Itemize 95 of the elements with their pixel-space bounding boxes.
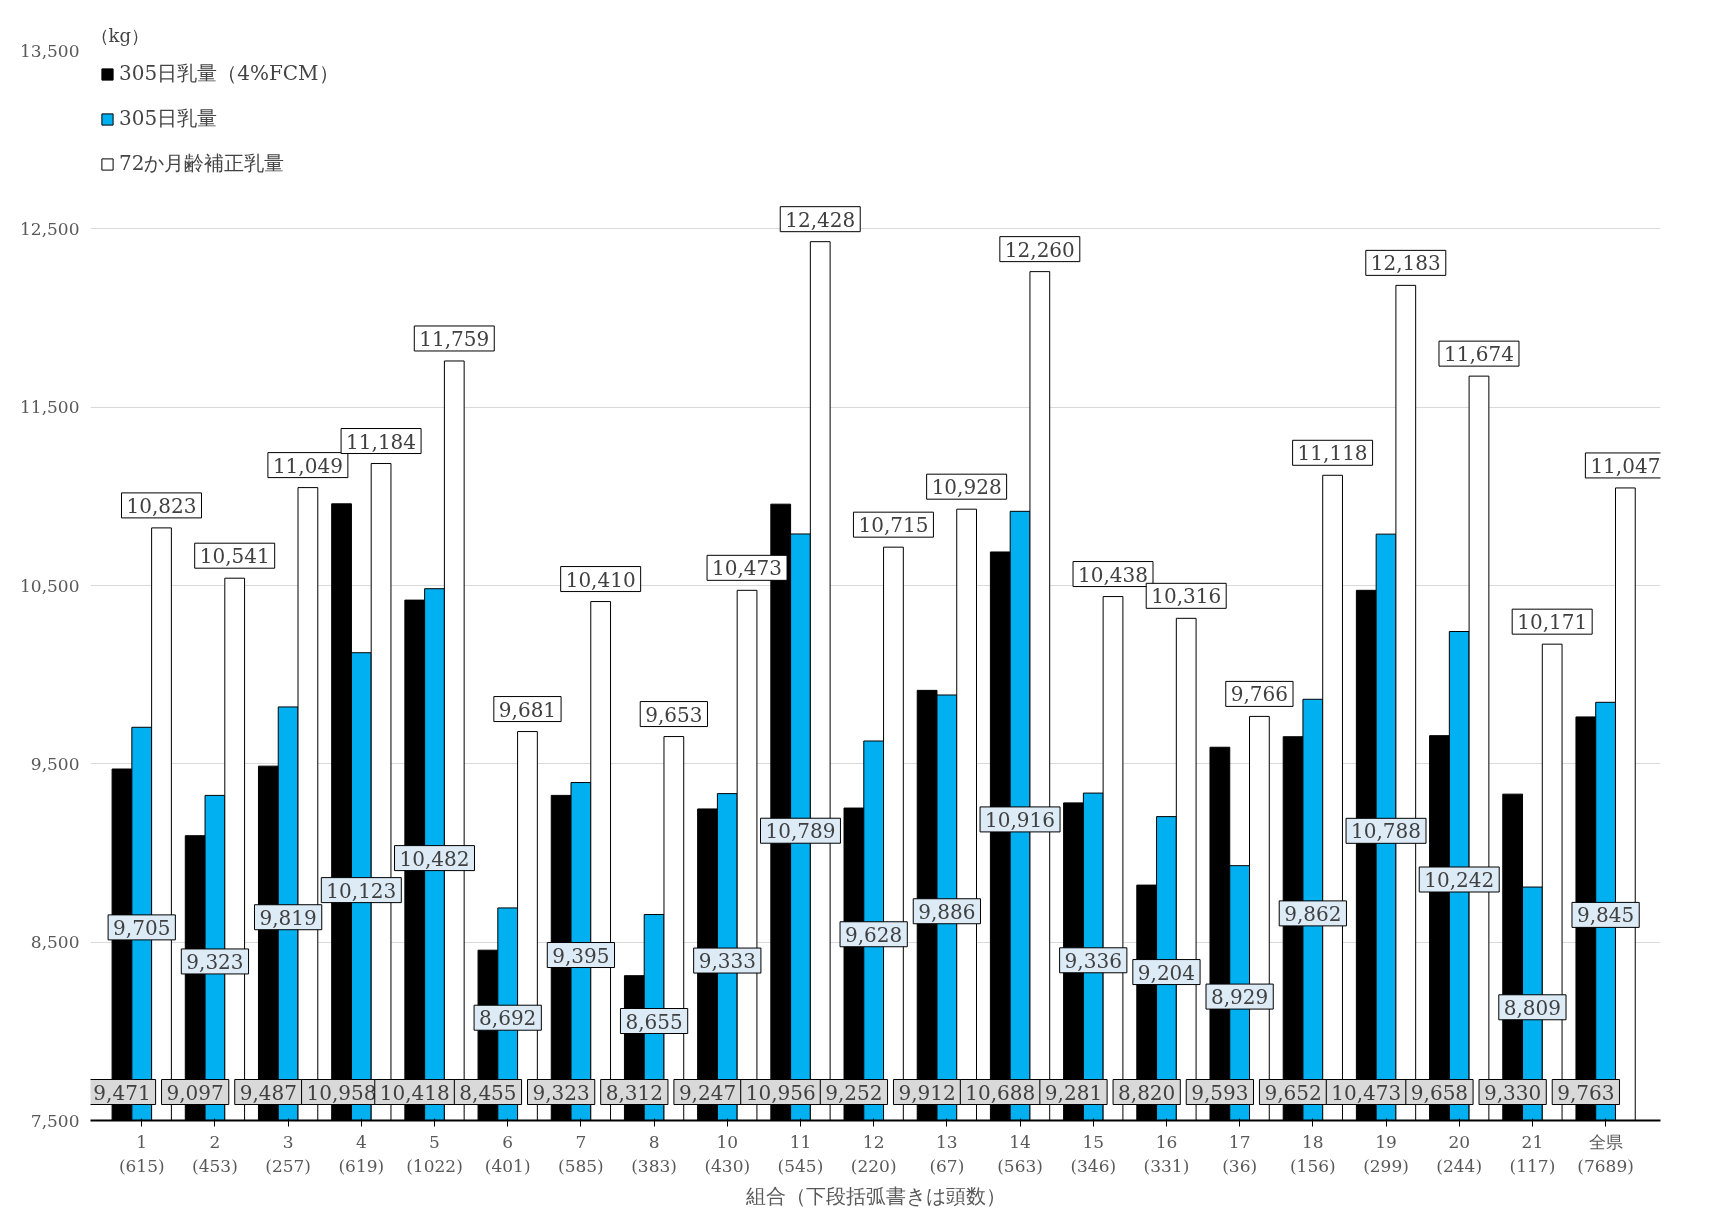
- data-label: 9,593: [1191, 1080, 1249, 1105]
- x-tick-label: 12 (220): [850, 1131, 897, 1176]
- data-label: 11,047: [1590, 453, 1661, 478]
- x-tick-label: 11 (545): [777, 1131, 824, 1176]
- data-label: 11,674: [1443, 342, 1514, 367]
- data-label: 11,049: [272, 453, 343, 478]
- x-tick-label: 2 (453): [192, 1131, 238, 1176]
- data-label: 10,473: [712, 556, 783, 581]
- data-label: 9,628: [845, 922, 903, 947]
- data-label: 10,410: [565, 567, 636, 592]
- y-tick-label: 11,500: [20, 397, 80, 418]
- data-label: 8,455: [459, 1080, 517, 1105]
- data-label: 9,653: [645, 702, 703, 727]
- data-label: 8,929: [1211, 985, 1269, 1010]
- x-tick-label: 15 (346): [1070, 1131, 1117, 1176]
- data-label: 9,681: [498, 697, 557, 722]
- data-label: 10,482: [399, 846, 470, 871]
- data-label: 9,097: [166, 1080, 224, 1105]
- data-label: 10,316: [1151, 584, 1222, 609]
- data-label: 9,323: [532, 1080, 590, 1105]
- x-tick-label: 1 (615): [118, 1131, 165, 1176]
- data-label: 9,252: [825, 1080, 883, 1105]
- data-label: 9,652: [1264, 1080, 1322, 1105]
- x-tick-label: 19 (299): [1363, 1131, 1409, 1176]
- legend-label: 72か月齢補正乳量: [119, 150, 285, 177]
- data-label: 10,688: [965, 1080, 1036, 1105]
- data-label: 11,184: [346, 429, 417, 454]
- legend-label: 305日乳量（4%FCM）: [119, 60, 339, 87]
- data-label: 12,183: [1370, 251, 1441, 276]
- x-tick-label: 7 (585): [558, 1131, 604, 1176]
- y-tick-label: 12,500: [20, 218, 80, 239]
- data-label: 9,395: [552, 943, 610, 968]
- data-label: 10,171: [1517, 610, 1588, 635]
- x-tick-label: 全県 (7689): [1577, 1131, 1634, 1176]
- data-label: 10,123: [326, 878, 397, 903]
- x-tick-label: 5 (1022): [406, 1131, 463, 1176]
- x-tick-label: 16 (331): [1143, 1131, 1190, 1176]
- data-label: 10,788: [1351, 819, 1422, 844]
- data-label: 9,336: [1064, 948, 1122, 973]
- data-label: 12,260: [1004, 237, 1075, 262]
- legend-label: 305日乳量: [119, 105, 218, 132]
- data-label: 10,418: [379, 1080, 450, 1105]
- y-tick-label: 13,500: [20, 40, 80, 61]
- y-tick-label: 10,500: [20, 575, 80, 596]
- data-label: 9,705: [113, 915, 171, 940]
- x-tick-label: 14 (563): [997, 1131, 1043, 1176]
- data-label: 9,471: [93, 1080, 151, 1105]
- data-label: 8,820: [1118, 1080, 1176, 1105]
- x-tick-label: 8 (383): [631, 1131, 677, 1176]
- data-label: 9,819: [259, 905, 317, 930]
- x-tick-label: 13 (67): [929, 1131, 965, 1176]
- data-label: 9,658: [1410, 1080, 1469, 1105]
- data-label: 9,912: [898, 1080, 956, 1105]
- y-axis-title: （kg）: [90, 24, 149, 46]
- data-label: 10,916: [985, 807, 1056, 832]
- y-tick-label: 8,500: [30, 932, 80, 953]
- data-label: 9,323: [186, 949, 244, 974]
- data-label: 9,247: [678, 1080, 737, 1105]
- data-label: 9,281: [1044, 1080, 1103, 1105]
- x-axis-title: 組合（下段括弧書きは頭数）: [744, 1183, 1006, 1208]
- data-label: 9,330: [1484, 1080, 1542, 1105]
- data-label: 8,692: [479, 1006, 537, 1031]
- data-label: 10,541: [199, 544, 270, 569]
- data-label: 10,956: [745, 1080, 816, 1105]
- data-label: 12,428: [785, 207, 856, 232]
- y-tick-label: 9,500: [30, 753, 80, 774]
- data-label: 10,242: [1424, 868, 1495, 893]
- x-tick-label: 17 (36): [1222, 1131, 1258, 1176]
- data-label: 9,763: [1557, 1080, 1615, 1105]
- data-label: 9,204: [1137, 960, 1196, 985]
- y-tick-label: 7,500: [30, 1110, 80, 1131]
- data-label: 8,809: [1503, 995, 1562, 1020]
- data-label: 9,886: [918, 899, 976, 924]
- data-label: 9,766: [1230, 682, 1289, 707]
- data-label: 9,487: [239, 1080, 297, 1105]
- data-label: 10,928: [931, 475, 1002, 500]
- data-label: 10,823: [126, 493, 197, 518]
- data-label: 11,118: [1297, 441, 1368, 466]
- data-label: 8,312: [605, 1080, 663, 1105]
- data-label: 11,759: [419, 326, 490, 351]
- x-tick-label: 3 (257): [265, 1131, 311, 1176]
- x-tick-label: 6 (401): [484, 1131, 531, 1176]
- data-label: 8,655: [625, 1009, 683, 1034]
- x-tick-label: 21 (117): [1509, 1131, 1556, 1176]
- data-label: 9,862: [1284, 901, 1342, 926]
- x-tick-label: 20 (244): [1436, 1131, 1483, 1176]
- data-label: 9,333: [698, 949, 756, 974]
- data-label: 10,473: [1331, 1080, 1402, 1105]
- data-label: 9,845: [1576, 903, 1635, 928]
- data-label: 10,715: [858, 513, 929, 538]
- data-label: 10,438: [1078, 562, 1149, 587]
- x-tick-label: 10 (430): [704, 1131, 751, 1176]
- x-tick-label: 18 (156): [1289, 1131, 1336, 1176]
- data-label: 10,789: [765, 819, 836, 844]
- x-tick-label: 4 (619): [338, 1131, 385, 1176]
